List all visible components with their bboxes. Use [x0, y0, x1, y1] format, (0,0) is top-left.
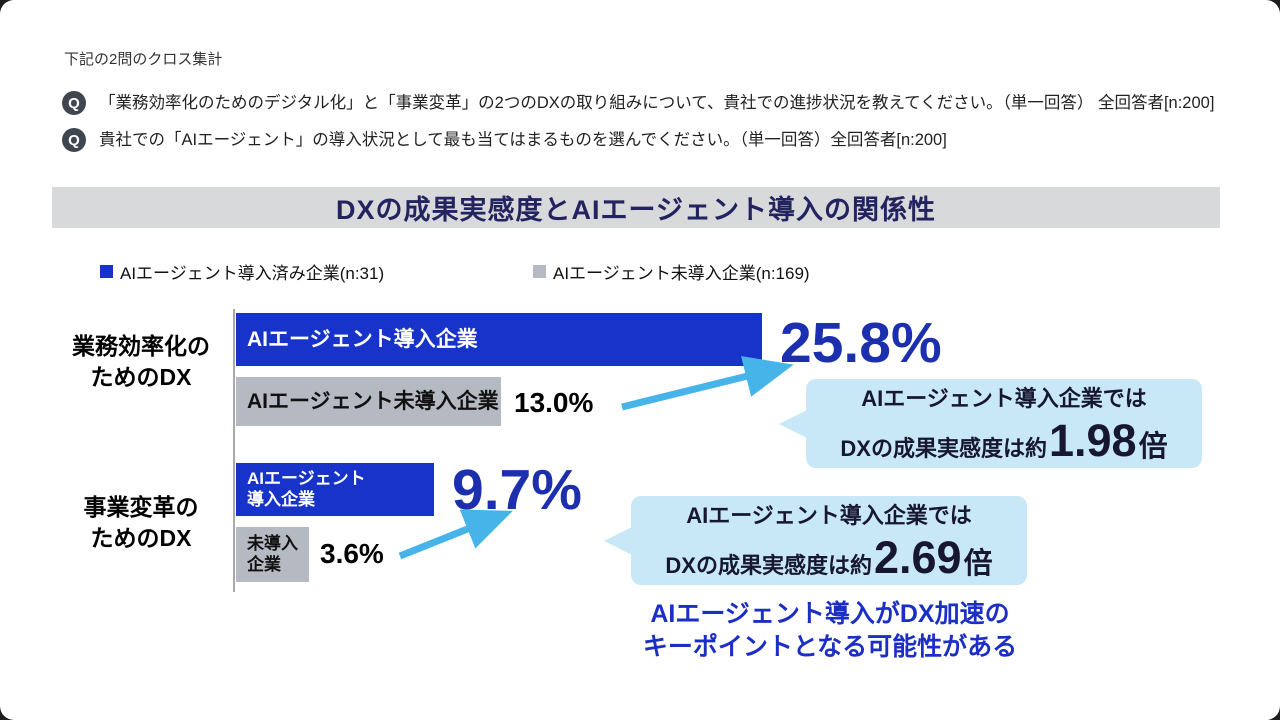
q-badge-icon: Q	[62, 128, 86, 152]
callout-1-98x: AIエージェント導入企業では DXの成果実感度は約 1.98 倍	[779, 379, 1202, 468]
value-efficiency-adopted: 25.8%	[780, 311, 942, 375]
chart-axis-line	[233, 309, 235, 592]
value-transformation-not-adopted: 3.6%	[320, 538, 384, 569]
callout-multiplier: 2.69	[873, 531, 962, 583]
question-2: Q 貴社での「AIエージェント」の導入状況として最も当てはまるものを選んでくださ…	[62, 128, 947, 152]
arrow-icon	[621, 355, 794, 411]
question-2-text: 貴社での「AIエージェント」の導入状況として最も当てはまるものを選んでください。…	[99, 131, 947, 149]
legend-swatch-gray-icon	[533, 265, 546, 278]
bar-label: AIエージェント未導入企業	[247, 389, 499, 413]
chart-title: DXの成果実感度とAIエージェント導入の関係性	[336, 195, 936, 225]
value-efficiency-not-adopted: 13.0%	[514, 387, 594, 418]
callout-tail-icon	[604, 527, 632, 555]
callout-prefix: DXの成果実感度は約	[665, 552, 872, 578]
legend-item-adopted: AIエージェント導入済み企業(n:31)	[100, 259, 384, 284]
callout-line2: DXの成果実感度は約 2.69 倍	[665, 532, 992, 584]
legend-item-not-adopted: AIエージェント未導入企業(n:169)	[533, 259, 810, 284]
callout-multiplier: 1.98	[1048, 414, 1137, 466]
bar-transformation-adopted: AIエージェント 導入企業	[236, 463, 434, 516]
conclusion-text: AIエージェント導入がDX加速の キーポイントとなる可能性がある	[642, 600, 1018, 661]
q-badge-icon: Q	[62, 91, 86, 115]
category-label-transformation-dx: 事業変革の ためのDX	[83, 494, 199, 552]
callout-2-69x: AIエージェント導入企業では DXの成果実感度は約 2.69 倍	[604, 496, 1027, 585]
arrow-icon	[398, 509, 513, 560]
title-band: DXの成果実感度とAIエージェント導入の関係性	[52, 187, 1220, 228]
callout-line1: AIエージェント導入企業では	[686, 502, 972, 528]
question-1-text: 「業務効率化のためのデジタル化」と「事業変革」の2つのDXの取り組みについて、貴…	[99, 94, 1215, 112]
legend-label: AIエージェント未導入企業(n:169)	[553, 264, 810, 283]
bar-label: 未導入 企業	[247, 534, 298, 574]
value-transformation-adopted: 9.7%	[452, 458, 582, 522]
cross-tab-note: 下記の2問のクロス集計	[64, 51, 223, 68]
callout-suffix: 倍	[963, 547, 993, 580]
bar-transformation-not-adopted: 未導入 企業	[236, 527, 310, 582]
legend-swatch-blue-icon	[100, 265, 113, 278]
bar-efficiency-not-adopted: AIエージェント未導入企業	[236, 377, 502, 426]
question-1: Q 「業務効率化のためのデジタル化」と「事業変革」の2つのDXの取り組みについて…	[62, 91, 1214, 115]
category-label-efficiency-dx: 業務効率化の ためのDX	[72, 333, 210, 391]
callout-line1: AIエージェント導入企業では	[861, 385, 1147, 411]
bar-label: AIエージェント 導入企業	[247, 469, 366, 509]
callout-line2: DXの成果実感度は約 1.98 倍	[840, 415, 1167, 467]
legend-label: AIエージェント導入済み企業(n:31)	[120, 264, 385, 283]
callout-suffix: 倍	[1138, 430, 1168, 463]
bar-efficiency-adopted: AIエージェント導入企業	[236, 313, 763, 366]
callout-prefix: DXの成果実感度は約	[840, 435, 1047, 461]
bar-label: AIエージェント導入企業	[247, 327, 478, 351]
callout-tail-icon	[779, 410, 807, 438]
